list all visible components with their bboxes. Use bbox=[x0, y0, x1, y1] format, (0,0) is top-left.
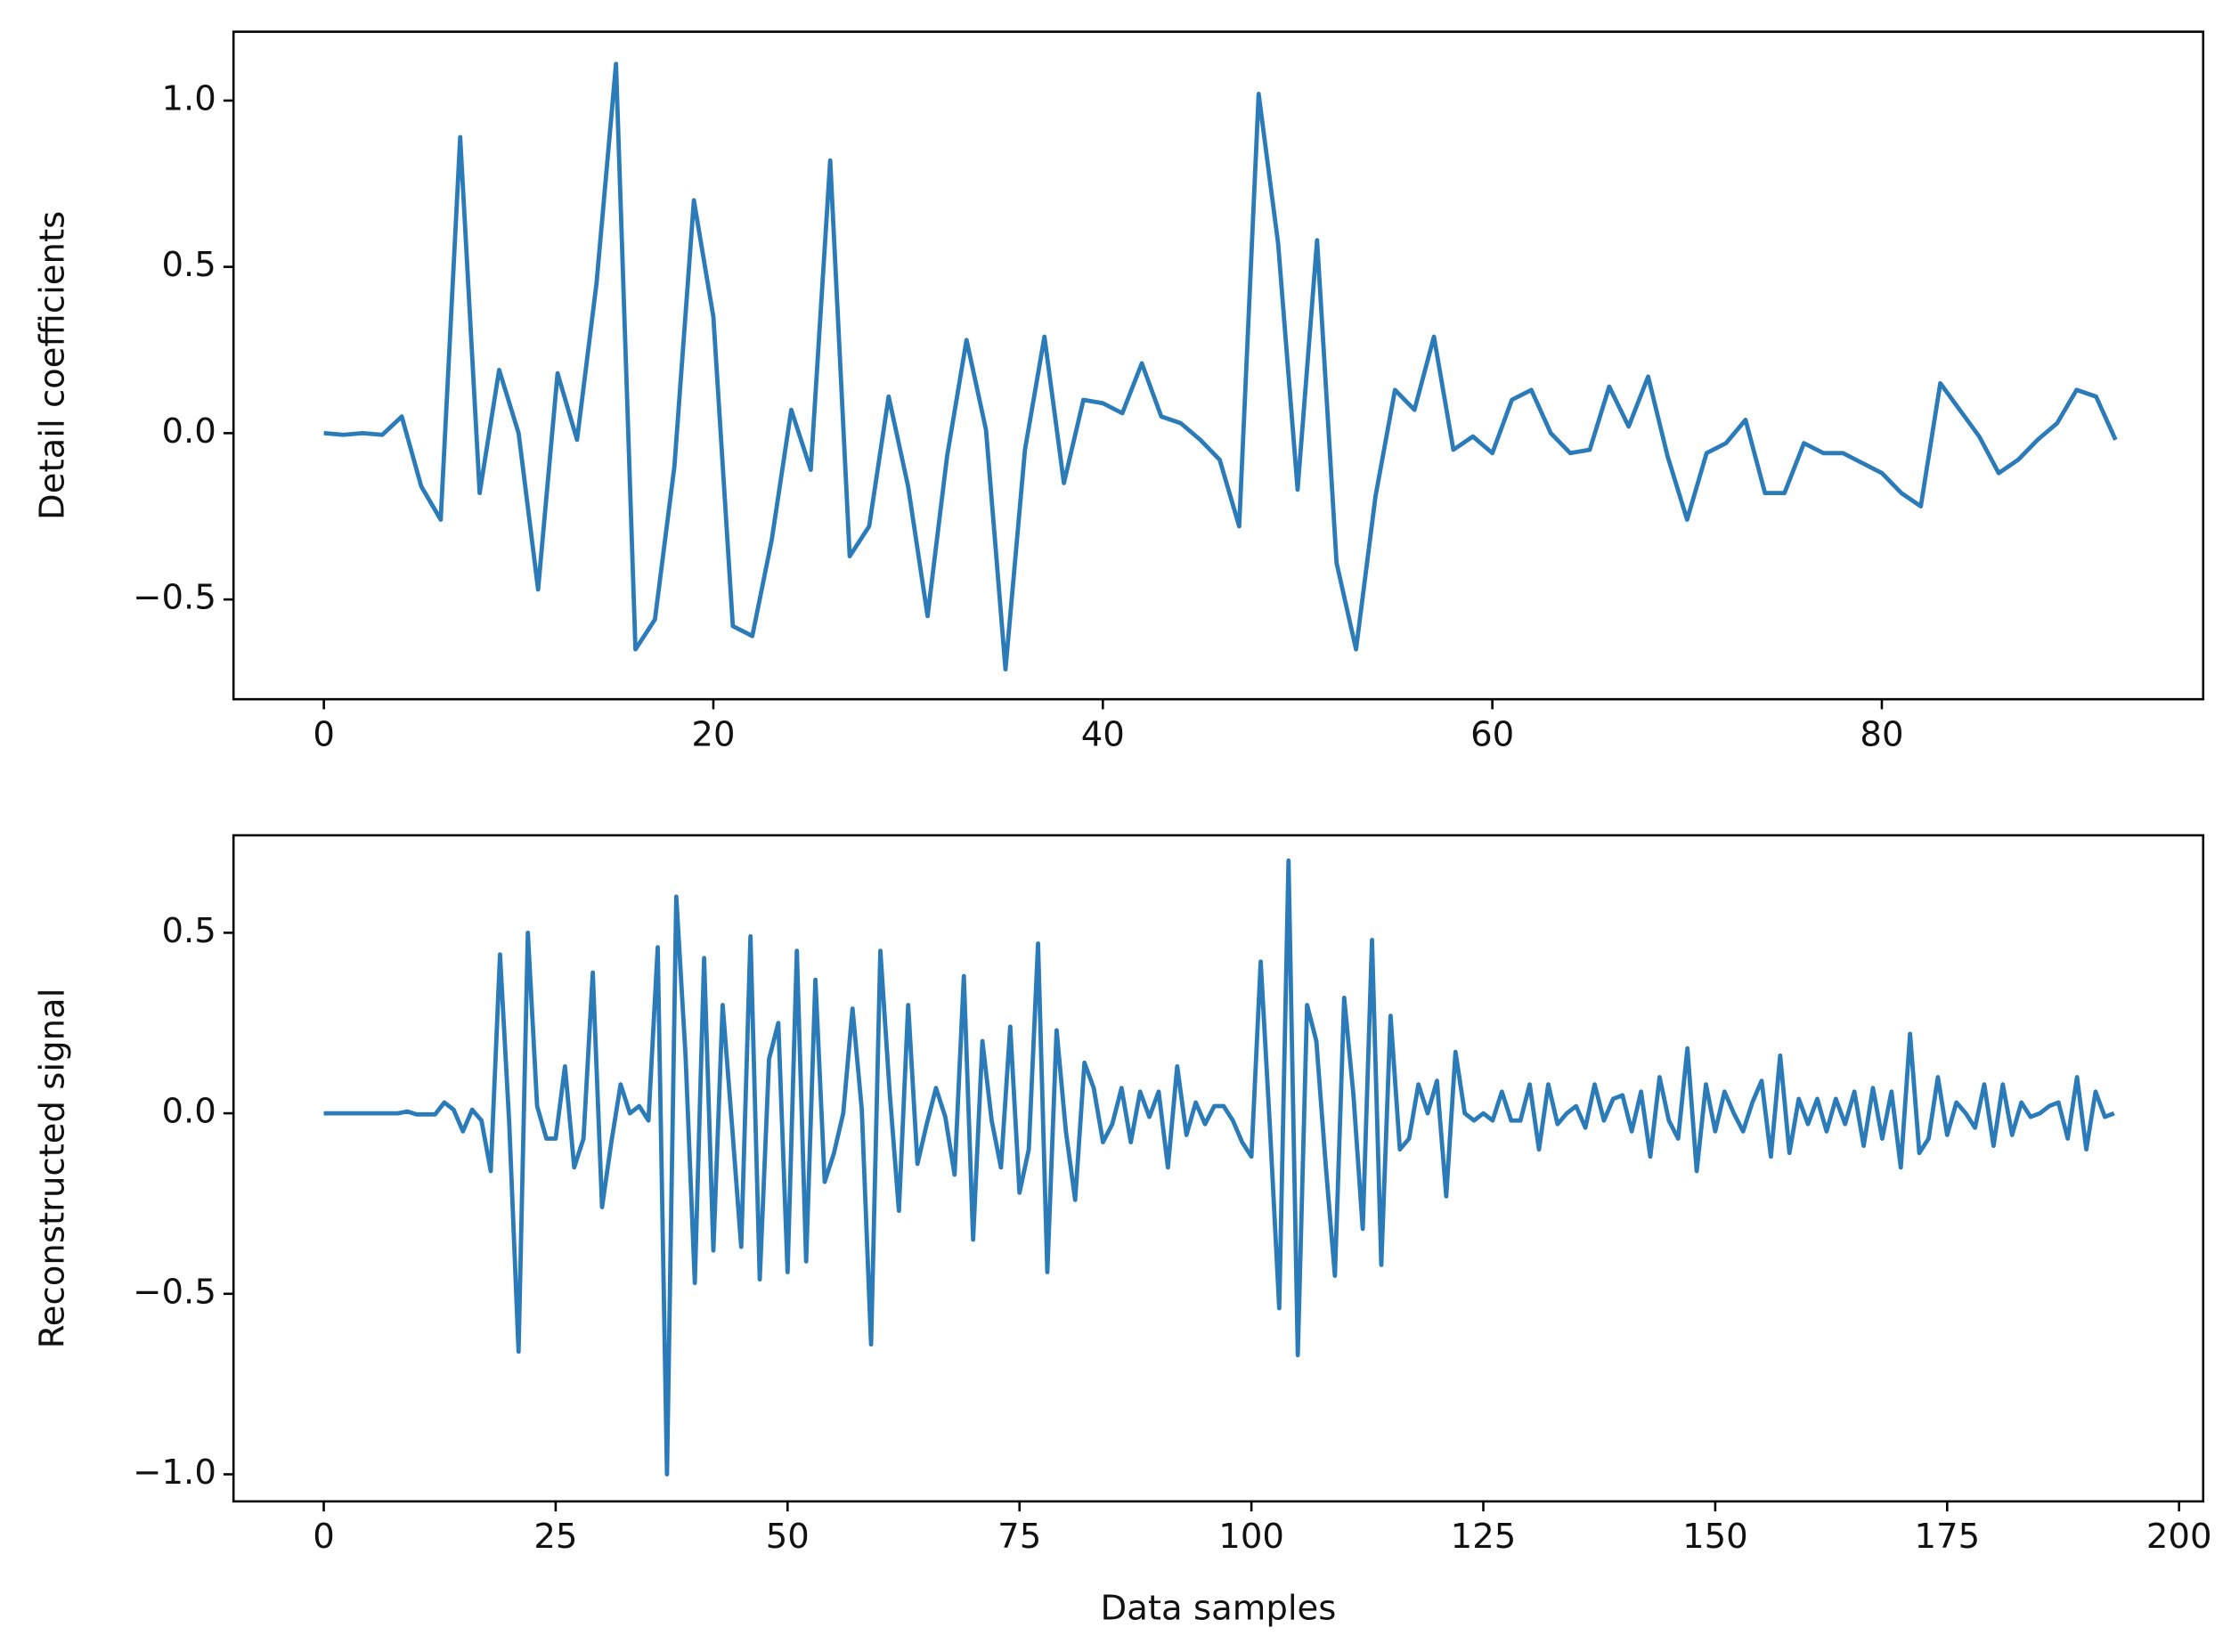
x-axis-label: Data samples bbox=[1101, 1589, 1337, 1629]
axes-frame bbox=[232, 834, 2205, 1503]
x-tick-label: 175 bbox=[1914, 1517, 1980, 1557]
y-axis-label: Detail coefficients bbox=[33, 211, 73, 520]
y-tick-label: −0.5 bbox=[133, 1272, 216, 1312]
x-tick-label: 0 bbox=[313, 714, 335, 754]
x-tick-label: 50 bbox=[766, 1517, 810, 1557]
x-tick-label: 150 bbox=[1682, 1517, 1748, 1557]
x-tick-label: 20 bbox=[691, 714, 735, 754]
y-tick-label: 0.5 bbox=[161, 911, 216, 951]
y-tick-label: 0.5 bbox=[161, 245, 216, 285]
y-tick-label: 1.0 bbox=[161, 78, 216, 118]
x-tick-label: 100 bbox=[1218, 1517, 1284, 1557]
x-tick-label: 75 bbox=[997, 1517, 1041, 1557]
x-tick-label: 40 bbox=[1081, 714, 1125, 754]
x-tick-label: 80 bbox=[1860, 714, 1903, 754]
data-line bbox=[323, 858, 2115, 1477]
y-tick-label: −0.5 bbox=[133, 578, 216, 618]
data-line bbox=[323, 61, 2118, 671]
y-tick-label: 0.0 bbox=[161, 1092, 216, 1132]
x-tick-label: 0 bbox=[313, 1517, 335, 1557]
y-tick-label: −1.0 bbox=[133, 1453, 216, 1493]
x-tick-label: 200 bbox=[2146, 1517, 2212, 1557]
x-tick-label: 125 bbox=[1451, 1517, 1517, 1557]
axes-frame bbox=[232, 30, 2205, 701]
x-tick-label: 60 bbox=[1470, 714, 1514, 754]
y-tick-label: 0.0 bbox=[161, 411, 216, 452]
y-axis-label: Reconstructed signal bbox=[33, 989, 73, 1349]
x-tick-label: 25 bbox=[533, 1517, 577, 1557]
